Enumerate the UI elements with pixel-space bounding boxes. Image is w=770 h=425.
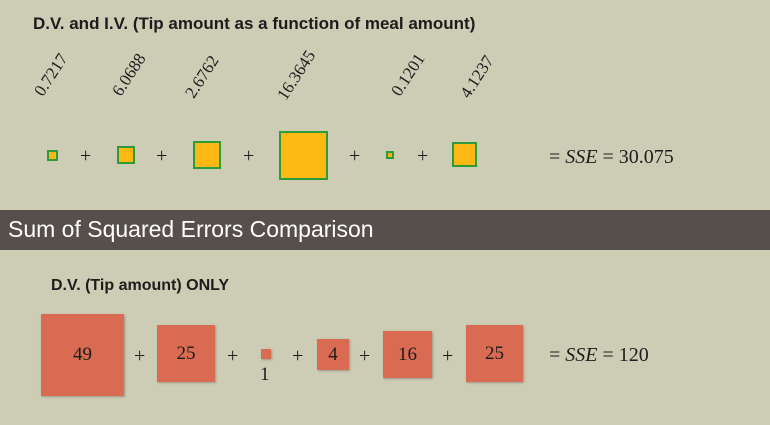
squared-error-value: 49 <box>73 344 92 365</box>
plus-operator: + <box>292 345 304 367</box>
plus-operator: + <box>359 345 371 367</box>
section-banner: Sum of Squared Errors Comparison <box>0 210 770 250</box>
sse-equals: = <box>549 146 566 168</box>
squared-error-value: 25 <box>485 342 504 364</box>
squared-error-value: 6.0688 <box>108 49 150 100</box>
squared-error-value: 0.1201 <box>387 49 429 100</box>
squared-error-square: 49 <box>41 314 124 396</box>
squared-error-value: 1 <box>260 364 270 385</box>
squared-error-value: 0.7217 <box>30 49 72 100</box>
plus-operator: + <box>349 145 361 167</box>
sse-value: = 30.075 <box>602 146 674 168</box>
squared-error-square <box>261 349 271 359</box>
squared-error-square <box>279 131 328 180</box>
squared-error-value: 16 <box>398 343 417 365</box>
squared-error-square <box>117 146 135 164</box>
plus-operator: + <box>134 345 146 367</box>
plus-operator: + <box>80 145 92 167</box>
top-section-title: D.V. and I.V. (Tip amount as a function … <box>33 14 476 33</box>
squared-error-value: 4.1237 <box>456 51 498 102</box>
plus-operator: + <box>156 145 168 167</box>
sse-equals: = <box>549 344 566 366</box>
bottom-section-title: D.V. (Tip amount) ONLY <box>51 277 230 294</box>
squared-error-value: 4 <box>328 343 338 365</box>
squared-error-square <box>47 150 58 161</box>
sse-label: SSE <box>565 146 598 168</box>
sse-label: SSE <box>565 344 598 366</box>
squared-error-square <box>193 141 221 169</box>
squared-error-value: 2.6762 <box>181 51 223 102</box>
squared-error-square: 16 <box>383 331 432 378</box>
sse-value: = 120 <box>602 344 649 366</box>
plus-operator: + <box>442 345 454 367</box>
squared-error-square: 4 <box>317 339 349 370</box>
sse-equation: = SSE = 30.075 <box>549 146 674 169</box>
squared-error-value: 25 <box>176 342 196 364</box>
squared-error-square: 25 <box>157 325 215 382</box>
squared-error-square: 25 <box>466 325 523 382</box>
sse-equation: = SSE = 120 <box>549 344 649 367</box>
squared-error-square <box>452 142 477 167</box>
squared-error-square <box>386 151 394 159</box>
plus-operator: + <box>243 145 255 167</box>
banner-title: Sum of Squared Errors Comparison <box>8 216 374 242</box>
plus-operator: + <box>417 145 429 167</box>
plus-operator: + <box>227 345 239 367</box>
squared-error-value: 16.3645 <box>273 46 320 104</box>
